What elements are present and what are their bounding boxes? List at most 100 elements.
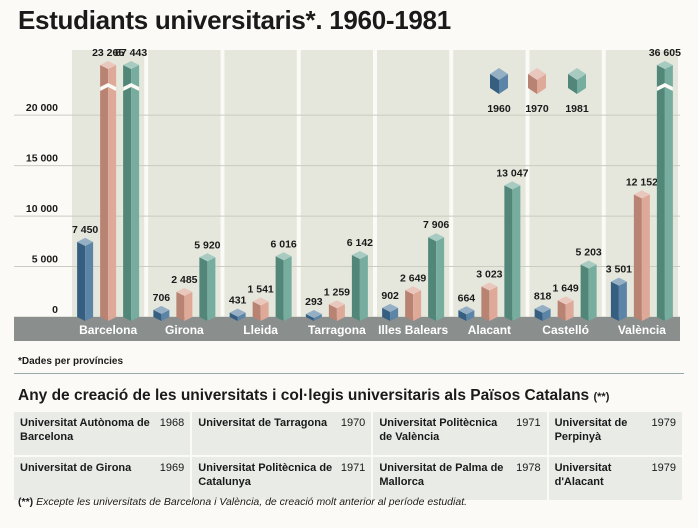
bar-left-face xyxy=(100,65,109,321)
legend-swatch-left xyxy=(490,74,499,94)
data-label: 818 xyxy=(534,291,552,303)
bar-top xyxy=(580,260,597,269)
table-cell: 1978 Universitat de Palma de Mallorca xyxy=(372,456,549,502)
legend-swatch-right xyxy=(499,74,508,94)
bar-top xyxy=(656,61,673,69)
chart-title: Estudiants universitaris*. 1960-1981 xyxy=(18,5,451,35)
footnote: (**) Excepte les universitats de Barcelo… xyxy=(18,496,468,508)
bar-top xyxy=(123,61,140,69)
bar-top xyxy=(176,287,193,296)
bar-left-face xyxy=(633,194,642,321)
legend-label: 1960 xyxy=(487,103,511,115)
bar-right-face xyxy=(588,264,597,321)
x-tick-label: Alacant xyxy=(468,323,511,337)
bar-top xyxy=(481,282,498,291)
bar-right-face xyxy=(336,304,345,321)
bar-right-face xyxy=(313,314,322,321)
x-tick-label: Castelló xyxy=(542,323,589,337)
data-label: 7 450 xyxy=(72,224,98,236)
bar-top xyxy=(557,296,574,305)
bar-right-face xyxy=(542,308,551,321)
data-label: 36 605 xyxy=(649,47,681,59)
bar-top xyxy=(252,297,269,306)
bar-left-face xyxy=(610,281,619,321)
bar-top xyxy=(428,233,445,242)
bar-left-face xyxy=(229,312,238,321)
bar-left-face xyxy=(305,314,314,321)
x-tick-label: Illes Balears xyxy=(378,323,448,337)
data-label: 6 142 xyxy=(347,237,373,249)
data-label: 1 541 xyxy=(247,283,273,295)
data-label: 23 265 xyxy=(92,47,124,59)
bar-right-face xyxy=(489,286,498,321)
bar-top xyxy=(100,61,117,69)
bar-top xyxy=(328,300,345,309)
bar-left-face xyxy=(153,309,162,321)
data-label: 3 023 xyxy=(476,268,502,280)
bar-top xyxy=(351,251,368,260)
data-label: 2 485 xyxy=(171,274,197,286)
table-row: 1969 Universitat de Girona 1971 Universita… xyxy=(14,456,685,502)
bar-left-face xyxy=(557,300,566,321)
table-row: 1968 Universitat Autònoma de Barcelona 19… xyxy=(14,412,685,457)
data-label: 13 047 xyxy=(496,167,528,179)
bar-right-face xyxy=(565,300,574,321)
bar-top xyxy=(229,308,246,317)
x-tick-label: València xyxy=(618,323,666,337)
data-label: 1 649 xyxy=(552,282,578,294)
bar-left-face xyxy=(656,65,665,321)
x-tick-label: Barcelona xyxy=(79,323,137,337)
bar-top xyxy=(275,252,292,261)
bar-right-face xyxy=(436,237,445,321)
bar-left-face xyxy=(405,290,414,321)
bar-top xyxy=(633,190,650,199)
data-label: 87 443 xyxy=(115,47,147,59)
bar-right-face xyxy=(359,255,368,321)
bar-top xyxy=(405,286,422,295)
bar-right-face xyxy=(207,257,216,321)
axis-base xyxy=(14,317,680,341)
bar-top xyxy=(77,237,94,246)
bar-top xyxy=(199,253,216,262)
table-cell: 1971 Universitat Politècnica de València xyxy=(372,412,549,457)
bar-right-face xyxy=(390,307,399,321)
data-label: 6 016 xyxy=(270,238,296,250)
y-tick-label: 5 000 xyxy=(32,254,58,266)
legend-swatch-right xyxy=(577,74,586,94)
bar-left-face xyxy=(123,65,132,321)
x-tick-label: Tarragona xyxy=(308,323,366,337)
chart-note: *Dades per províncies xyxy=(18,356,124,367)
legend-swatch-right xyxy=(537,74,546,94)
axis-break-mark xyxy=(100,83,117,91)
bar-left-face xyxy=(176,291,185,321)
data-label: 7 906 xyxy=(423,219,449,231)
bar-right-face xyxy=(413,290,422,321)
bar-left-face xyxy=(275,256,284,321)
divider xyxy=(14,373,684,374)
data-label: 2 649 xyxy=(400,272,426,284)
table-cell: 1968 Universitat Autònoma de Barcelona xyxy=(14,412,193,457)
axis-break-mark xyxy=(123,83,140,91)
bar-top xyxy=(504,181,521,190)
data-label: 12 152 xyxy=(626,176,658,188)
table-cell: 1969 Universitat de Girona xyxy=(14,456,193,502)
data-label: 664 xyxy=(458,292,476,304)
bar-left-face xyxy=(580,264,589,321)
data-label: 431 xyxy=(229,295,247,307)
bar-left-face xyxy=(481,286,490,321)
legend-swatch-left xyxy=(568,74,577,94)
table-cell: 1971 Universitat Politècnica de Catalunya xyxy=(191,456,374,502)
data-label: 706 xyxy=(153,292,171,304)
bar-top xyxy=(534,304,551,313)
y-tick-label: 10 000 xyxy=(26,203,58,215)
table-title: Any de creació de les universitats i col… xyxy=(18,387,610,404)
legend-swatch-left xyxy=(528,74,537,94)
bar-right-face xyxy=(161,309,170,321)
y-tick-label: 15 000 xyxy=(26,153,58,165)
bar-right-face xyxy=(184,291,193,321)
bar-left-face xyxy=(382,307,391,321)
bar-right-face xyxy=(618,281,627,321)
y-tick-label: 20 000 xyxy=(26,102,58,114)
bar-right-face xyxy=(664,65,673,321)
